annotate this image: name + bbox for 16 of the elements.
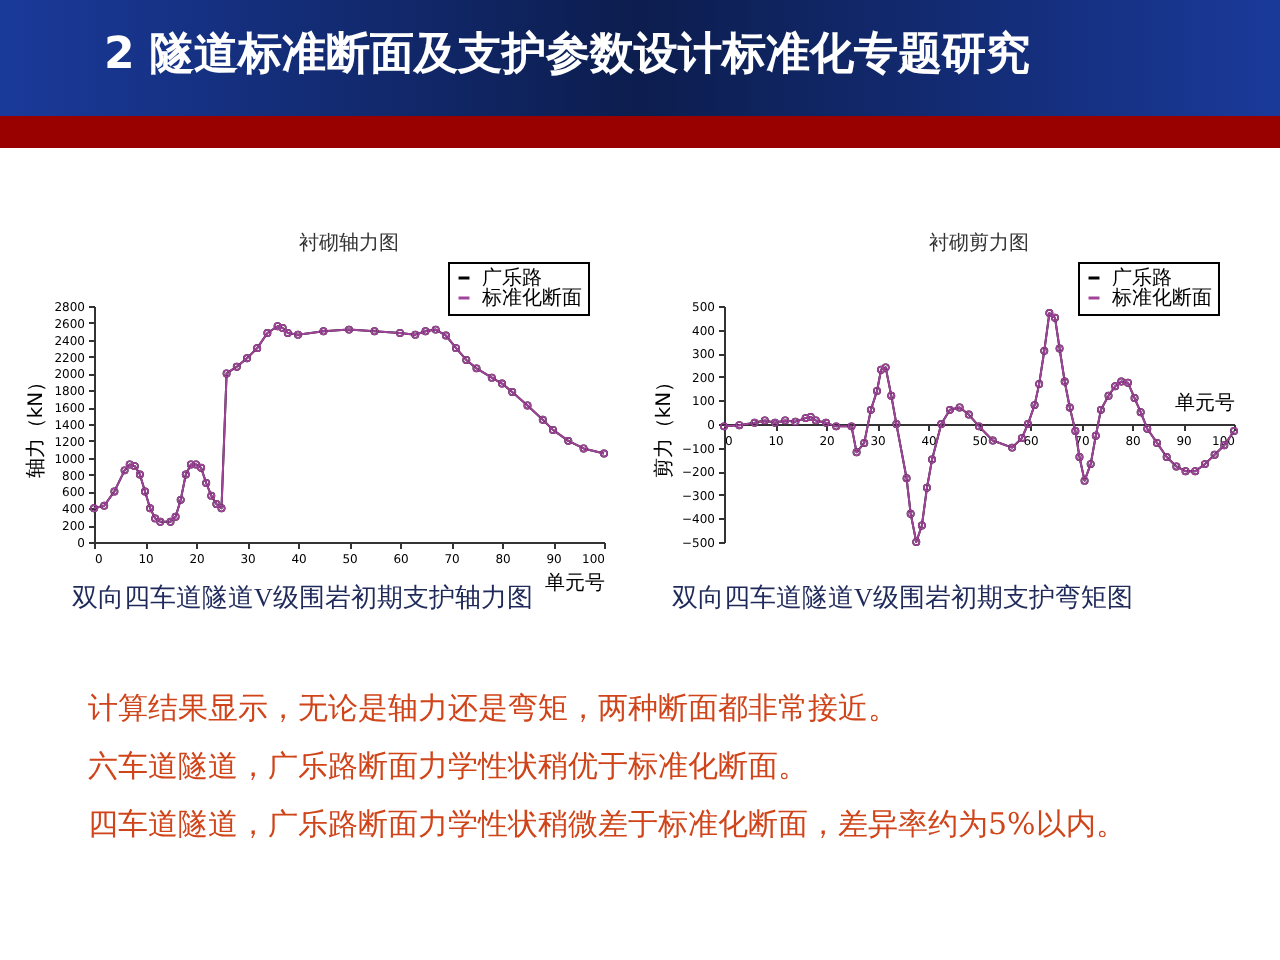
chart-title: 衬砌剪力图 bbox=[929, 231, 1029, 255]
text: 计算结果显示，无论是轴力还是弯矩，两种断面都非常接近。 bbox=[88, 688, 900, 730]
text: 四车道隧道，广乐路断面力学性状稍微差于标准化断面，差异率约为5%以内。 bbox=[88, 804, 1128, 846]
x-axis-title: 单元号 bbox=[545, 571, 605, 595]
legend-label: 标准化断面 bbox=[1110, 286, 1212, 310]
text: 双向四车道隧道V级围岩初期支护弯矩图 bbox=[672, 580, 1133, 616]
text: 六车道隧道，广乐路断面力学性状稍优于标准化断面。 bbox=[88, 746, 810, 788]
legend-label: 广乐路 bbox=[482, 266, 542, 290]
legend-label: 广乐路 bbox=[1112, 266, 1172, 290]
legend-label: 标准化断面 bbox=[480, 286, 582, 310]
chart-title: 衬砌轴力图 bbox=[299, 231, 399, 255]
y-axis-title: 轴力（kN） bbox=[24, 371, 49, 479]
text: 2 隧道标准断面及支护参数设计标准化专题研究 bbox=[104, 28, 1030, 84]
x-axis-title: 单元号 bbox=[1175, 391, 1235, 415]
text: 双向四车道隧道V级围岩初期支护轴力图 bbox=[72, 580, 533, 616]
y-axis-title: 剪力（kN） bbox=[652, 371, 677, 479]
